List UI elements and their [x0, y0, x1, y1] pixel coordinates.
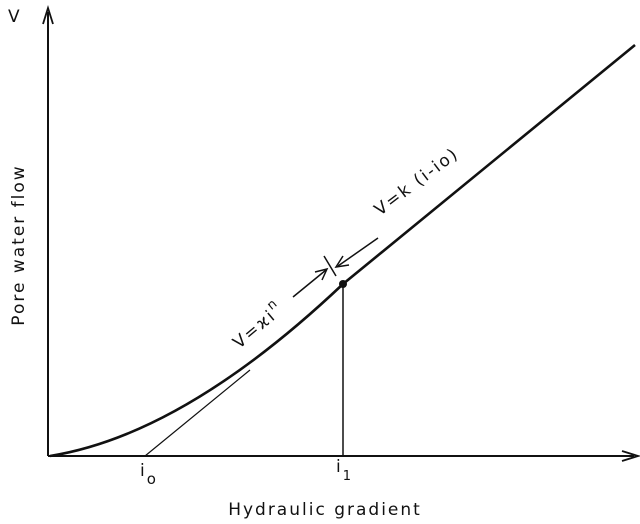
- y-symbol: V: [8, 7, 22, 27]
- i1-point: [339, 280, 347, 288]
- tangent-line: [144, 369, 251, 457]
- tick-i0-main: i: [140, 461, 147, 481]
- tick-i1-main: i: [336, 457, 343, 477]
- arrow-right: [337, 237, 379, 267]
- power-law: V=ϰin: [226, 295, 288, 353]
- arrow-right-head: [334, 255, 350, 268]
- tick-i1-sub: 1: [343, 469, 353, 484]
- arrow-left-head: [314, 267, 329, 281]
- linear-law: V=k (i-io): [371, 144, 463, 220]
- y-arrow: [42, 4, 54, 25]
- y-axis-label: Pore water flow: [9, 164, 29, 325]
- tick-i0-sub: o: [147, 470, 158, 488]
- flow-curve: [49, 43, 636, 458]
- transition-tick: [323, 255, 337, 277]
- x-axis-label: Hydraulic gradient: [228, 500, 422, 520]
- tick-i0: io: [140, 461, 158, 488]
- tick-i1: i1: [336, 457, 353, 484]
- x-arrow: [621, 450, 640, 462]
- arrow-left: [292, 269, 327, 298]
